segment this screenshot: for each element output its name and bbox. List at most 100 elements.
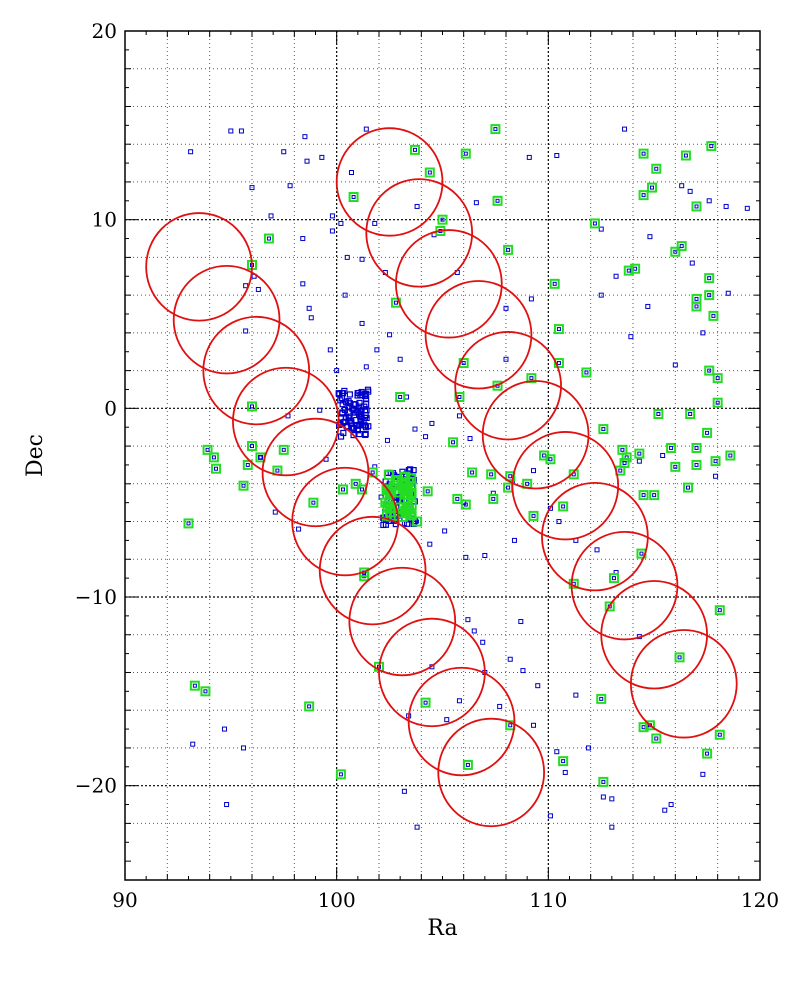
cluster-highlighted-point xyxy=(383,469,394,480)
source-point xyxy=(374,347,380,353)
highlighted-source-core xyxy=(341,487,346,492)
highlighted-source-core xyxy=(641,493,646,498)
pointing-circle xyxy=(232,366,340,477)
source-point xyxy=(241,745,247,751)
source-point xyxy=(668,802,674,808)
highlighted-source-core xyxy=(489,472,494,477)
source-point xyxy=(609,824,615,830)
highlighted-source-core xyxy=(654,166,659,171)
highlighted-source-core xyxy=(715,376,720,381)
highlighted-source-point xyxy=(680,150,691,161)
cluster-source-point xyxy=(410,467,417,474)
highlighted-source-point xyxy=(422,486,433,497)
highlighted-source-point xyxy=(211,463,222,474)
source-point xyxy=(308,315,314,321)
cluster-source-point xyxy=(350,407,357,414)
highlighted-source-point xyxy=(647,182,658,193)
highlighted-source-core xyxy=(531,513,536,518)
highlighted-source-point xyxy=(558,501,569,512)
highlighted-source-core xyxy=(622,461,627,466)
source-point xyxy=(645,303,651,309)
highlighted-source-point xyxy=(338,484,349,495)
highlighted-source-point xyxy=(242,459,253,470)
highlighted-source-point xyxy=(448,437,459,448)
highlighted-source-core xyxy=(491,496,496,501)
source-point xyxy=(531,468,537,474)
source-point xyxy=(535,683,541,689)
highlighted-source-point xyxy=(691,442,702,453)
highlighted-source-core xyxy=(241,483,246,488)
highlighted-source-core xyxy=(694,445,699,450)
highlighted-source-point xyxy=(553,358,564,369)
highlighted-source-core xyxy=(713,459,718,464)
highlighted-source-core xyxy=(415,519,420,524)
highlighted-source-point xyxy=(630,263,641,274)
highlighted-source-core xyxy=(311,500,316,505)
cluster-source-point xyxy=(354,392,361,399)
source-point xyxy=(689,260,695,266)
source-point xyxy=(679,183,685,189)
source-point xyxy=(562,769,568,775)
highlighted-source-core xyxy=(641,151,646,156)
highlighted-source-point xyxy=(651,733,662,744)
pointings-layer xyxy=(145,127,738,828)
source-point xyxy=(268,213,274,219)
source-point xyxy=(296,526,302,532)
highlighted-source-point xyxy=(183,518,194,529)
highlighted-source-point xyxy=(691,201,702,212)
highlighted-source-core xyxy=(493,127,498,132)
source-point xyxy=(387,332,393,338)
source-point xyxy=(190,741,196,747)
highlighted-source-core xyxy=(353,481,358,486)
y-tick-label: 10 xyxy=(92,208,117,232)
highlighted-source-point xyxy=(638,190,649,201)
source-point xyxy=(456,413,462,419)
pointing-circle xyxy=(629,629,738,739)
cluster-source-point xyxy=(357,413,364,420)
pointing-circle xyxy=(454,331,562,441)
highlighted-source-core xyxy=(637,451,642,456)
highlighted-source-core xyxy=(707,276,712,281)
pointing-circle xyxy=(291,466,399,577)
source-point xyxy=(319,154,325,160)
highlighted-source-core xyxy=(677,655,682,660)
highlighted-source-point xyxy=(621,452,632,463)
highlighted-source-core xyxy=(360,487,365,492)
highlighted-source-point xyxy=(247,401,257,412)
source-point xyxy=(423,434,429,440)
highlighted-source-point xyxy=(503,244,514,255)
cluster-source-point xyxy=(361,392,369,400)
source-point xyxy=(706,198,712,204)
highlighted-source-point xyxy=(638,722,649,733)
highlighted-source-point xyxy=(200,686,211,697)
source-point xyxy=(243,328,249,334)
highlighted-source-point xyxy=(460,148,471,159)
tick-labels: 90 100 110 120 −20 −10 0 10 20 xyxy=(75,19,779,912)
highlighted-source-point xyxy=(691,301,702,312)
pointing-circle xyxy=(424,280,533,390)
highlighted-source-core xyxy=(495,198,500,203)
highlighted-source-core xyxy=(601,427,606,432)
source-point xyxy=(497,703,503,709)
source-point xyxy=(363,126,369,132)
highlighted-source-point xyxy=(691,459,702,470)
highlighted-source-core xyxy=(529,376,534,381)
highlighted-source-point xyxy=(350,478,361,489)
source-point xyxy=(547,813,553,819)
highlighted-source-point xyxy=(278,444,289,455)
highlighted-source-core xyxy=(705,751,710,756)
highlighted-source-point xyxy=(558,756,569,767)
source-point xyxy=(723,203,729,209)
cluster-source-point xyxy=(350,431,357,439)
source-point xyxy=(713,473,719,479)
pointing-circle xyxy=(348,566,457,677)
highlighted-source-core xyxy=(425,489,430,494)
source-point xyxy=(511,537,517,543)
highlighted-source-core xyxy=(548,457,553,462)
highlighted-source-core xyxy=(717,608,722,613)
source-point xyxy=(467,436,473,442)
highlighted-source-point xyxy=(490,124,501,135)
source-point xyxy=(281,149,287,155)
highlighted-source-core xyxy=(214,466,219,471)
